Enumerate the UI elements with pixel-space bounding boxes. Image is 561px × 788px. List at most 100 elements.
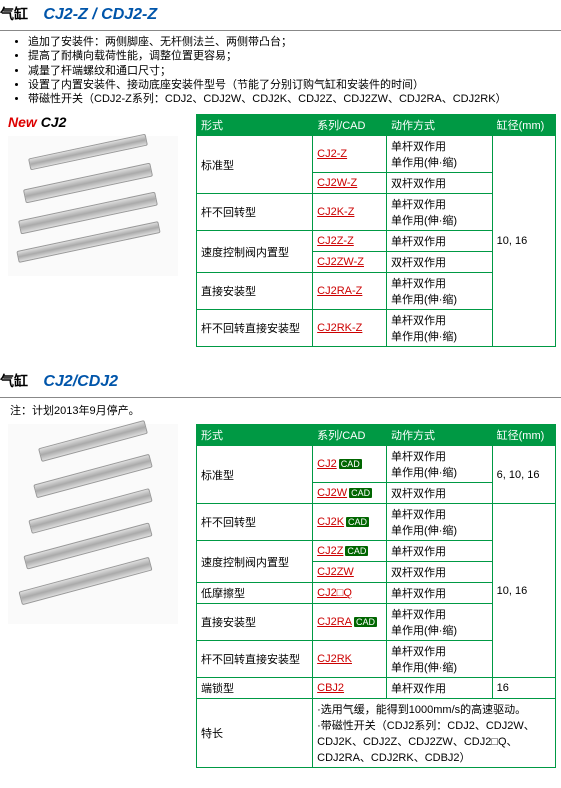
- th-series: 系列/CAD: [313, 425, 387, 446]
- divider: [0, 397, 561, 398]
- spec-table: 形式 系列/CAD 动作方式 缸径(mm) 标准型 CJ2-Z 单杆双作用 单作用(…: [196, 114, 556, 347]
- cell-type: 直接安装型: [197, 273, 313, 310]
- title-row: 气缸 CJ2/CDJ2: [0, 367, 561, 395]
- new-text: New: [8, 114, 37, 130]
- cell-type: 低摩擦型: [197, 583, 313, 604]
- cell-action: 双杆双作用: [387, 252, 493, 273]
- divider: [0, 30, 561, 31]
- table-header-row: 形式 系列/CAD 动作方式 缸径(mm): [197, 115, 556, 136]
- cad-badge: CAD: [345, 546, 368, 556]
- cell-series: CJ2ZW: [313, 562, 387, 583]
- bullet-item: 追加了安装件：两侧脚座、无杆侧法兰、两侧带凸台；: [28, 35, 561, 49]
- series-link[interactable]: CJ2RK-Z: [317, 322, 362, 334]
- title-label: 气缸: [0, 373, 28, 389]
- discontinue-note: 注：计划2013年9月停产。: [0, 402, 561, 418]
- cad-badge: CAD: [339, 459, 362, 469]
- th-action: 动作方式: [387, 115, 493, 136]
- cell-bore: 10, 16: [492, 504, 555, 678]
- cell-bore: 6, 10, 16: [492, 446, 555, 504]
- cell-type: 端锁型: [197, 678, 313, 699]
- th-action: 动作方式: [387, 425, 493, 446]
- image-column: [8, 424, 188, 624]
- section-cj2z: 气缸 CJ2-Z / CDJ2-Z 追加了安装件：两侧脚座、无杆侧法兰、两侧带凸…: [0, 0, 561, 347]
- table-row: 标准型CJ2-Z单杆双作用 单作用(伸·缩)10, 16: [197, 136, 556, 173]
- table-row: 杆不回转型CJ2KCAD单杆双作用 单作用(伸·缩)10, 16: [197, 504, 556, 541]
- series-link[interactable]: CJ2Z: [317, 545, 343, 557]
- cell-series: CJ2ZW-Z: [313, 252, 387, 273]
- cell-type: 杆不回转型: [197, 504, 313, 541]
- cell-series: CJ2□Q: [313, 583, 387, 604]
- cell-series: CJ2RK: [313, 641, 387, 678]
- series-link[interactable]: CJ2□Q: [317, 587, 352, 599]
- cell-action: 单杆双作用 单作用(伸·缩): [387, 504, 493, 541]
- cell-type: 标准型: [197, 446, 313, 504]
- series-link[interactable]: CJ2ZW-Z: [317, 256, 364, 268]
- cell-action: 单杆双作用 单作用(伸·缩): [387, 194, 493, 231]
- spec-table: 形式 系列/CAD 动作方式 缸径(mm) 标准型CJ2CAD单杆双作用 单作用…: [196, 424, 556, 768]
- th-series: 系列/CAD: [313, 115, 387, 136]
- cell-action: 单杆双作用: [387, 231, 493, 252]
- content-row: New CJ2 形式 系列/CAD 动作方式 缸径(mm) 标准型 CJ2-Z 单杆…: [0, 114, 561, 347]
- series-link[interactable]: CJ2Z-Z: [317, 235, 354, 247]
- image-column: New CJ2: [8, 114, 188, 276]
- table-row: 端锁型CBJ2单杆双作用16: [197, 678, 556, 699]
- table-header-row: 形式 系列/CAD 动作方式 缸径(mm): [197, 425, 556, 446]
- bullet-item: 提高了耐横向载荷性能，调整位置更容易；: [28, 49, 561, 63]
- series-link[interactable]: CJ2: [317, 458, 337, 470]
- product-image: [8, 136, 178, 276]
- cad-badge: CAD: [349, 488, 372, 498]
- cell-series: CJ2W-Z: [313, 173, 387, 194]
- cell-action: 双杆双作用: [387, 562, 493, 583]
- cell-type: 杆不回转直接安装型: [197, 641, 313, 678]
- cell-series: CJ2-Z: [313, 136, 387, 173]
- series-link[interactable]: CJ2RK: [317, 653, 352, 665]
- cell-action: 单杆双作用 单作用(伸·缩): [387, 310, 493, 347]
- cell-type: 速度控制阀内置型: [197, 541, 313, 583]
- cell-action: 单杆双作用: [387, 583, 493, 604]
- feature-text: ·选用气缓，能得到1000mm/s的高速驱动。 ·带磁性开关（CDJ2系列：CD…: [313, 699, 556, 768]
- title-model: CJ2/CDJ2: [31, 373, 118, 390]
- cell-action: 单杆双作用 单作用(伸·缩): [387, 136, 493, 173]
- series-link[interactable]: CBJ2: [317, 682, 344, 694]
- cell-series: CJ2ZCAD: [313, 541, 387, 562]
- content-row: 形式 系列/CAD 动作方式 缸径(mm) 标准型CJ2CAD单杆双作用 单作用…: [0, 424, 561, 768]
- cell-type: 杆不回转直接安装型: [197, 310, 313, 347]
- title-model: CJ2-Z / CDJ2-Z: [31, 6, 157, 23]
- cell-series: CJ2K-Z: [313, 194, 387, 231]
- th-type: 形式: [197, 115, 313, 136]
- cell-series: CJ2CAD: [313, 446, 387, 483]
- product-image: [8, 424, 178, 624]
- bullet-item: 减量了杆端螺纹和通口尺寸；: [28, 64, 561, 78]
- series-link[interactable]: CJ2RA-Z: [317, 285, 362, 297]
- cell-action: 单杆双作用 单作用(伸·缩): [387, 446, 493, 483]
- series-link[interactable]: CJ2ZW: [317, 566, 354, 578]
- series-link[interactable]: CJ2RA: [317, 616, 352, 628]
- cell-series: CJ2RACAD: [313, 604, 387, 641]
- new-model: CJ2: [41, 114, 67, 130]
- bullet-item: 带磁性开关（CDJ2-Z系列：CDJ2、CDJ2W、CDJ2K、CDJ2Z、CD…: [28, 92, 561, 106]
- cell-action: 单杆双作用 单作用(伸·缩): [387, 641, 493, 678]
- series-link[interactable]: CJ2W: [317, 487, 347, 499]
- table-row: 标准型CJ2CAD单杆双作用 单作用(伸·缩)6, 10, 16: [197, 446, 556, 483]
- new-badge: New CJ2: [8, 114, 188, 130]
- cell-action: 双杆双作用: [387, 483, 493, 504]
- cell-type: 标准型: [197, 136, 313, 194]
- cell-action: 单杆双作用 单作用(伸·缩): [387, 273, 493, 310]
- feature-label: 特长: [197, 699, 313, 768]
- cell-action: 单杆双作用 单作用(伸·缩): [387, 604, 493, 641]
- series-link[interactable]: CJ2W-Z: [317, 177, 357, 189]
- feature-row: 特长 ·选用气缓，能得到1000mm/s的高速驱动。 ·带磁性开关（CDJ2系列…: [197, 699, 556, 768]
- th-type: 形式: [197, 425, 313, 446]
- bullet-list: 追加了安装件：两侧脚座、无杆侧法兰、两侧带凸台； 提高了耐横向载荷性能，调整位置…: [0, 35, 561, 106]
- cell-type: 速度控制阀内置型: [197, 231, 313, 273]
- section-cj2: 气缸 CJ2/CDJ2 注：计划2013年9月停产。 形式 系列/CAD 动作方…: [0, 367, 561, 768]
- cell-type: 直接安装型: [197, 604, 313, 641]
- cell-series: CBJ2: [313, 678, 387, 699]
- cell-series: CJ2WCAD: [313, 483, 387, 504]
- series-link[interactable]: CJ2K: [317, 516, 344, 528]
- series-link[interactable]: CJ2K-Z: [317, 206, 354, 218]
- cell-action: 单杆双作用: [387, 678, 493, 699]
- title-row: 气缸 CJ2-Z / CDJ2-Z: [0, 0, 561, 28]
- series-link[interactable]: CJ2-Z: [317, 148, 347, 160]
- title-label: 气缸: [0, 6, 28, 22]
